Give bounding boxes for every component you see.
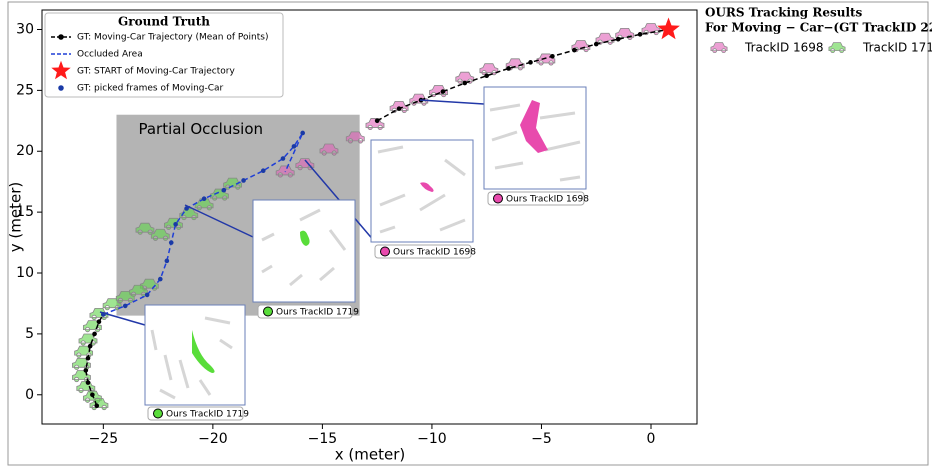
x-axis-label: x (meter) — [335, 446, 405, 464]
legend-title: For Moving − Car−(GT TrackID 22) — [705, 21, 932, 35]
point — [202, 196, 207, 201]
point — [241, 178, 246, 183]
point — [222, 188, 227, 193]
legend-label: GT: picked frames of Moving-Car — [77, 84, 224, 94]
point — [528, 60, 533, 65]
point — [123, 304, 128, 309]
x-tick-label: 0 — [647, 431, 656, 447]
y-tick-label: 5 — [25, 326, 34, 342]
point — [281, 156, 286, 161]
inset: Ours TrackID 1719 — [253, 200, 359, 318]
inset-label: Ours TrackID 1719 — [166, 410, 249, 420]
occlusion-label: Partial Occlusion — [138, 120, 263, 138]
point — [86, 356, 91, 361]
point — [572, 48, 577, 53]
point — [92, 332, 97, 337]
y-axis-label: y (meter) — [7, 182, 25, 252]
point — [550, 54, 555, 59]
point — [169, 240, 174, 245]
y-tick-label: 30 — [16, 21, 34, 37]
legend-marker — [711, 43, 727, 53]
legend-label: Occluded Area — [77, 50, 143, 60]
x-tick-label: −10 — [417, 431, 447, 447]
point — [441, 89, 446, 94]
point — [292, 144, 297, 149]
inset: Ours TrackID 1698 — [484, 87, 589, 205]
point — [84, 368, 89, 373]
point — [462, 81, 467, 86]
inset: Ours TrackID 1719 — [145, 305, 249, 420]
point — [88, 344, 93, 349]
legend-label: GT: Moving-Car Trajectory (Mean of Point… — [77, 33, 268, 43]
point — [145, 293, 150, 298]
legend-marker — [58, 85, 64, 91]
figure: Partial Occlusion−25−20−15−10−5005101520… — [0, 0, 932, 468]
inset-box — [371, 140, 473, 242]
point — [375, 119, 380, 124]
legend-label: TrackID 1719 — [862, 41, 932, 55]
point — [506, 66, 511, 71]
point — [616, 37, 621, 42]
inset-label-dot — [154, 409, 163, 418]
legend-label: TrackID 1698 — [744, 41, 824, 55]
legend-marker — [829, 43, 845, 53]
point — [97, 319, 102, 324]
inset: Ours TrackID 1698 — [371, 140, 476, 258]
point — [594, 42, 599, 47]
y-tick-label: 20 — [16, 143, 34, 159]
y-tick-label: 0 — [25, 387, 34, 403]
point — [173, 222, 178, 227]
y-tick-label: 25 — [16, 82, 34, 98]
x-tick-label: −15 — [308, 431, 338, 447]
y-tick-label: 10 — [16, 265, 34, 281]
x-tick-label: −5 — [531, 431, 552, 447]
legend-title: OURS Tracking Results — [705, 6, 863, 20]
inset-label: Ours TrackID 1698 — [506, 195, 589, 205]
point — [165, 259, 170, 264]
legend-title: Ground Truth — [118, 15, 210, 29]
x-tick-label: −20 — [198, 431, 228, 447]
inset-label: Ours TrackID 1698 — [393, 248, 476, 258]
inset-label-dot — [381, 247, 390, 256]
inset-box — [253, 200, 355, 302]
legend-marker — [58, 34, 64, 40]
point — [261, 168, 266, 173]
inset-label: Ours TrackID 1719 — [276, 308, 359, 318]
point — [300, 131, 305, 136]
legend-label: GT: START of Moving-Car Trajectory — [77, 67, 235, 77]
point — [397, 106, 402, 111]
x-tick-label: −25 — [89, 431, 119, 447]
point — [638, 32, 643, 37]
inset-label-dot — [494, 194, 503, 203]
point — [94, 403, 99, 408]
inset-label-dot — [264, 307, 273, 316]
point — [158, 277, 163, 282]
point — [90, 392, 95, 397]
point — [484, 73, 489, 78]
point — [86, 380, 91, 385]
